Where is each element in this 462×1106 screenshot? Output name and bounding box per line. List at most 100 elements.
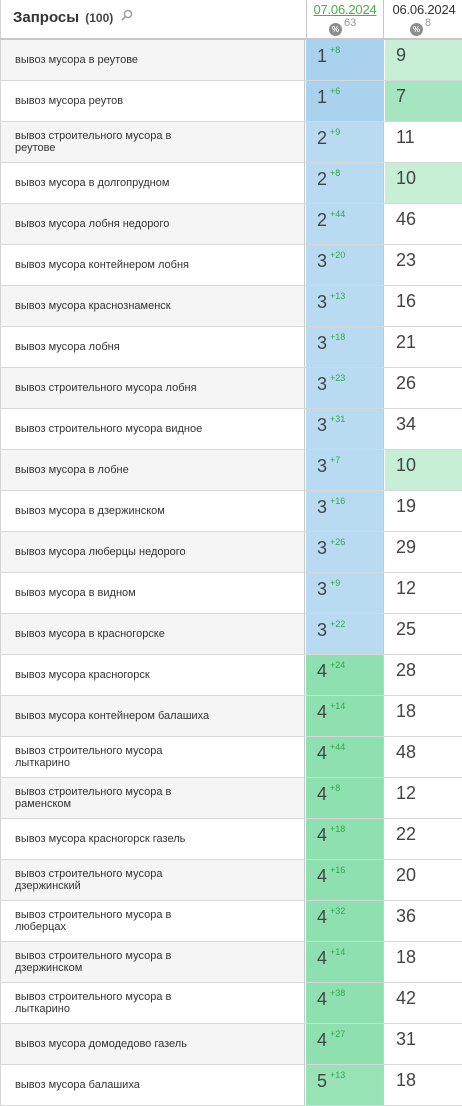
position-value: 4 <box>317 661 328 681</box>
queries-title: Запросы (100) <box>13 9 133 26</box>
query-text[interactable]: вывоз мусора краснознаменск <box>15 300 171 312</box>
table-row: вывоз строительного мусора лобня 3 +23 26 <box>0 368 462 409</box>
query-text[interactable]: вывоз мусора контейнером балашиха <box>15 710 210 722</box>
position-cell-date2: 18 <box>385 696 462 736</box>
query-text[interactable]: вывоз мусора реутов <box>15 95 124 107</box>
position-change: +9 <box>330 578 341 588</box>
query-cell: вывоз мусора краснознаменск <box>0 286 305 326</box>
query-text[interactable]: вывоз мусора лобня <box>15 341 120 353</box>
position-cell-date2: 18 <box>385 942 462 982</box>
date-column-header-2: 06.06.2024 % 8 <box>385 0 462 38</box>
position-value: 31 <box>396 1029 417 1049</box>
table-row: вывоз строительного мусора дзержинский 4 +… <box>0 860 462 901</box>
query-cell: вывоз строительного мусора в раменском <box>0 778 305 818</box>
query-text[interactable]: вывоз строительного мусора лобня <box>15 382 197 394</box>
query-text[interactable]: вывоз строительного мусора в реутове <box>15 130 172 154</box>
position-value: 19 <box>396 496 417 516</box>
position-change: +14 <box>330 947 346 957</box>
table-row: вывоз мусора в долгопрудном 2 +8 10 <box>0 163 462 204</box>
date-link-1[interactable]: 07.06.2024 <box>313 2 377 17</box>
position-value: 4 <box>317 825 328 845</box>
query-text[interactable]: вывоз строительного мусора видное <box>15 423 203 435</box>
percent-icon[interactable]: % <box>410 23 423 36</box>
position-value: 12 <box>396 578 417 598</box>
query-text[interactable]: вывоз мусора домодедово газель <box>15 1038 187 1050</box>
date-count-1: 63 <box>344 17 357 29</box>
position-change: +13 <box>330 1070 346 1080</box>
position-cell-date2: 23 <box>385 245 462 285</box>
table-header: Запросы (100) 07.06.2024 % 63 06.06.2024… <box>0 0 462 40</box>
table-row: вывоз строительного мусора в реутове 2 +9 1… <box>0 122 462 163</box>
position-value: 3 <box>317 251 328 271</box>
search-icon[interactable] <box>121 8 133 25</box>
position-change: +32 <box>330 906 346 916</box>
table-row: вывоз мусора красногорск 4 +24 28 <box>0 655 462 696</box>
percent-icon[interactable]: % <box>329 23 342 36</box>
query-cell: вывоз строительного мусора в люберцах <box>0 901 305 941</box>
position-cell-date1: 3 +7 <box>306 450 384 490</box>
position-value: 36 <box>396 906 417 926</box>
table-row: вывоз строительного мусора в раменском 4 +… <box>0 778 462 819</box>
table-row: вывоз мусора в реутове 1 +8 9 <box>0 40 462 81</box>
position-change: +24 <box>330 660 346 670</box>
position-cell-date1: 4 +18 <box>306 819 384 859</box>
query-text[interactable]: вывоз мусора в лобне <box>15 464 129 476</box>
query-text[interactable]: вывоз мусора контейнером лобня <box>15 259 190 271</box>
queries-column-header[interactable]: Запросы (100) <box>0 0 305 38</box>
position-cell-date1: 4 +16 <box>306 860 384 900</box>
position-change: +44 <box>330 742 346 752</box>
query-text[interactable]: вывоз строительного мусора дзержинский <box>15 868 163 892</box>
position-cell-date2: 34 <box>385 409 462 449</box>
query-text[interactable]: вывоз строительного мусора в раменском <box>15 786 172 810</box>
query-cell: вывоз строительного мусора лыткарино <box>0 737 305 777</box>
date-label-2[interactable]: 06.06.2024 <box>392 2 456 17</box>
position-cell-date1: 4 +14 <box>306 942 384 982</box>
query-text[interactable]: вывоз мусора в красногорске <box>15 628 165 640</box>
query-cell: вывоз мусора лобня <box>0 327 305 367</box>
table-row: вывоз мусора красногорск газель 4 +18 22 <box>0 819 462 860</box>
position-cell-date2: 22 <box>385 819 462 859</box>
position-cell-date2: 46 <box>385 204 462 244</box>
query-text[interactable]: вывоз мусора в реутове <box>15 54 139 66</box>
position-cell-date2: 18 <box>385 1065 462 1105</box>
position-value: 3 <box>317 579 328 599</box>
position-cell-date1: 1 +6 <box>306 81 384 121</box>
query-text[interactable]: вывоз мусора балашиха <box>15 1079 140 1091</box>
query-text[interactable]: вывоз мусора красногорск газель <box>15 833 186 845</box>
date-meta-2: % 8 <box>385 17 462 37</box>
query-text[interactable]: вывоз строительного мусора в дзержинском <box>15 950 172 974</box>
position-value: 2 <box>317 210 328 230</box>
position-value: 1 <box>317 46 328 66</box>
position-cell-date2: 36 <box>385 901 462 941</box>
query-text[interactable]: вывоз мусора лобня недорого <box>15 218 170 230</box>
position-value: 3 <box>317 620 328 640</box>
position-value: 4 <box>317 907 328 927</box>
query-text[interactable]: вывоз строительного мусора в люберцах <box>15 909 172 933</box>
query-cell: вывоз строительного мусора в реутове <box>0 122 305 162</box>
date-column-header-1: 07.06.2024 % 63 <box>306 0 384 38</box>
query-text[interactable]: вывоз строительного мусора в лыткарино <box>15 991 172 1015</box>
position-cell-date2: 28 <box>385 655 462 695</box>
position-change: +7 <box>330 455 341 465</box>
position-cell-date2: 10 <box>385 450 462 490</box>
query-cell: вывоз мусора в видном <box>0 573 305 613</box>
query-cell: вывоз строительного мусора дзержинский <box>0 860 305 900</box>
position-change: +8 <box>330 45 341 55</box>
position-value: 4 <box>317 784 328 804</box>
position-value: 3 <box>317 415 328 435</box>
query-text[interactable]: вывоз мусора в дзержинском <box>15 505 165 517</box>
position-value: 48 <box>396 742 417 762</box>
position-value: 16 <box>396 291 417 311</box>
query-text[interactable]: вывоз мусора красногорск <box>15 669 150 681</box>
position-change: +18 <box>330 824 346 834</box>
position-cell-date1: 3 +22 <box>306 614 384 654</box>
position-value: 9 <box>396 45 407 65</box>
query-text[interactable]: вывоз строительного мусора лыткарино <box>15 745 163 769</box>
position-value: 2 <box>317 169 328 189</box>
position-value: 4 <box>317 989 328 1009</box>
position-cell-date1: 4 +44 <box>306 737 384 777</box>
query-text[interactable]: вывоз мусора люберцы недорого <box>15 546 186 558</box>
query-text[interactable]: вывоз мусора в видном <box>15 587 136 599</box>
position-cell-date1: 2 +9 <box>306 122 384 162</box>
query-text[interactable]: вывоз мусора в долгопрудном <box>15 177 170 189</box>
